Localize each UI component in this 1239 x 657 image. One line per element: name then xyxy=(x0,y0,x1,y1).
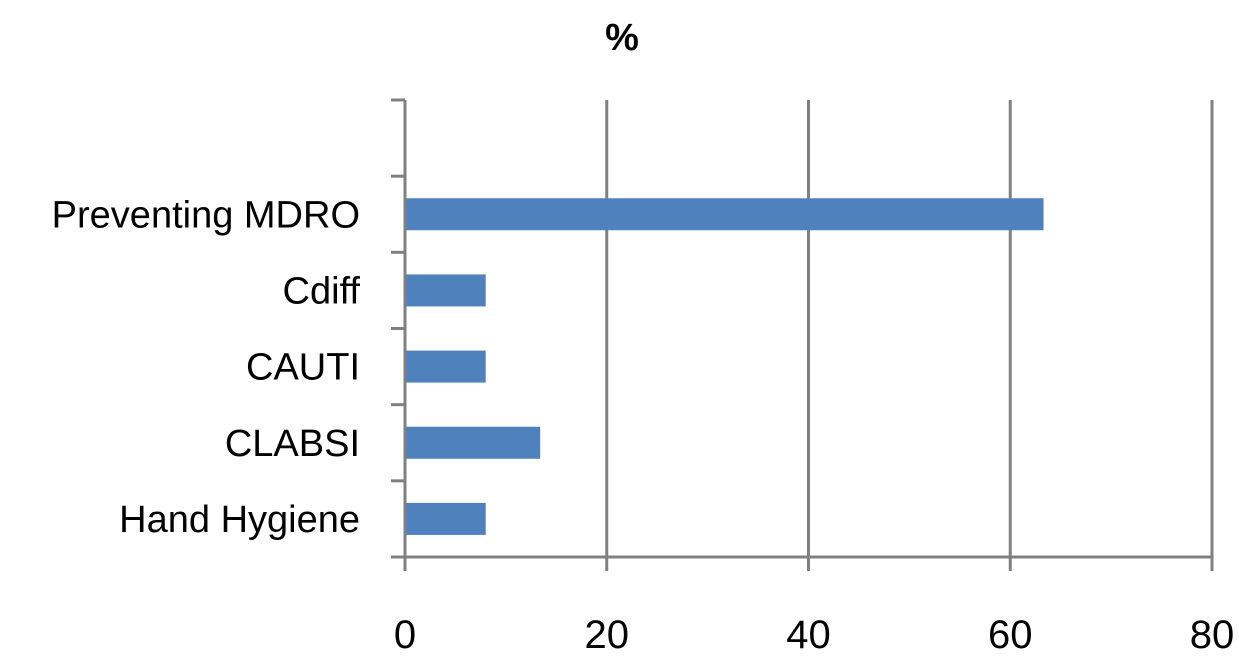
gridlines xyxy=(605,100,1214,557)
y-category-label-preventing-mdro: Preventing MDRO xyxy=(52,194,360,236)
y-category-label-cauti: CAUTI xyxy=(246,347,360,389)
x-tick-label-80: 80 xyxy=(1190,613,1235,652)
bar-cauti xyxy=(405,350,486,383)
y-category-label-cdiff: Cdiff xyxy=(283,270,361,312)
x-tick-label-40: 40 xyxy=(786,613,831,652)
x-tick-label-0: 0 xyxy=(394,613,416,652)
x-tick-label-60: 60 xyxy=(988,613,1033,652)
bars xyxy=(405,198,1044,535)
bar-clabsi xyxy=(405,426,541,459)
chart-title: % xyxy=(605,17,639,59)
axes xyxy=(391,98,1214,571)
y-category-label-clabsi: CLABSI xyxy=(225,423,360,465)
bar-preventing-mdro xyxy=(405,198,1044,231)
labels: 0 20 40 60 80 Preventing MDRO Cdiff CAUTI CLABSI… xyxy=(52,194,1235,657)
bar-cdiff xyxy=(405,274,486,307)
x-tick-label-20: 20 xyxy=(585,613,630,652)
y-category-label-hand-hygiene: Hand Hygiene xyxy=(119,499,360,541)
bar-hand-hygiene xyxy=(405,502,486,535)
